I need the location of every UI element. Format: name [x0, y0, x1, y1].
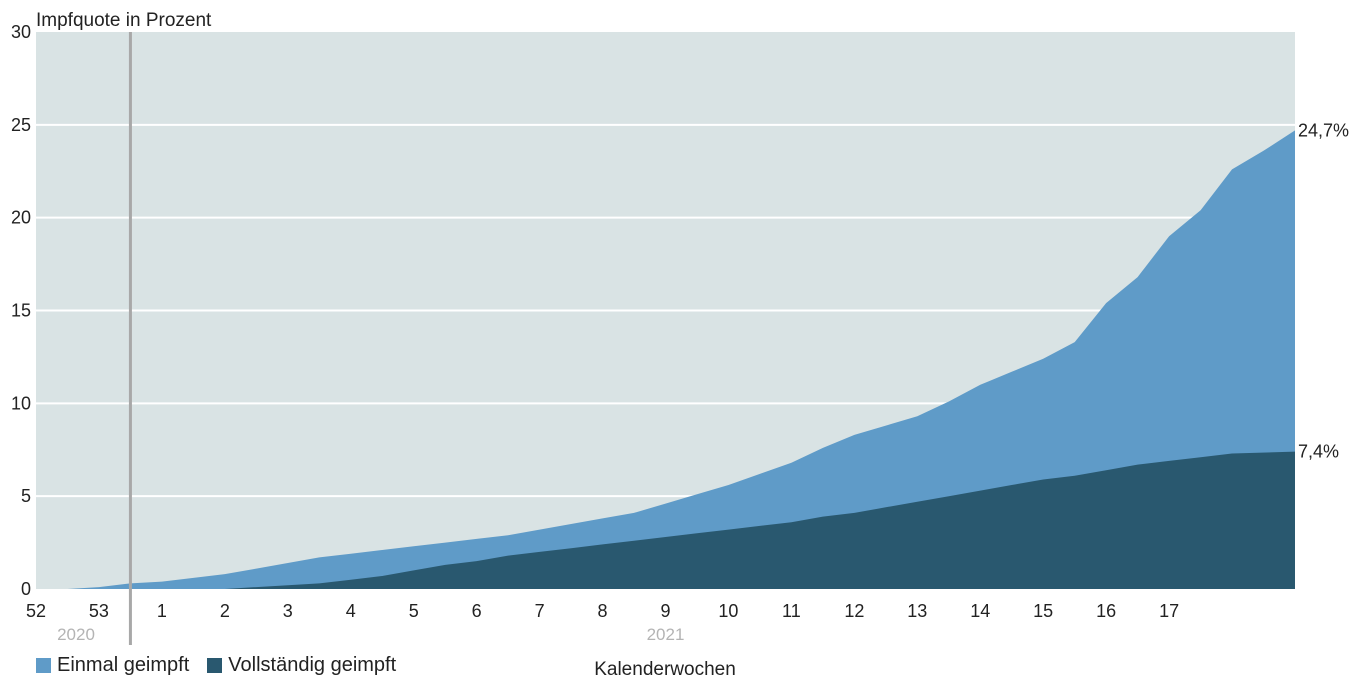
- year-labels: 2020 2021: [57, 625, 684, 644]
- y-axis-ticks: 0 5 10 15 20 25 30: [11, 22, 31, 599]
- area-vollst-ndig-geimpft: [36, 451, 1295, 589]
- series-areas: [36, 130, 1295, 589]
- x-tick-label: 15: [1033, 601, 1053, 621]
- legend-item-einmal: Einmal geimpft: [36, 654, 189, 677]
- x-tick-label: 17: [1159, 601, 1179, 621]
- x-tick-label: 4: [346, 601, 356, 621]
- end-value-label: 24,7%: [1298, 120, 1349, 140]
- x-axis-label: Kalenderwochen: [594, 659, 736, 677]
- y-tick-label: 15: [11, 301, 31, 321]
- x-tick-label: 7: [535, 601, 545, 621]
- x-tick-label: 5: [409, 601, 419, 621]
- series-end-labels: 24,7% 7,4%: [1298, 120, 1349, 461]
- year-label: 2021: [647, 625, 685, 644]
- x-tick-label: 13: [907, 601, 927, 621]
- y-tick-label: 30: [11, 22, 31, 42]
- x-tick-label: 2: [220, 601, 230, 621]
- x-tick-label: 10: [718, 601, 738, 621]
- y-tick-label: 25: [11, 115, 31, 135]
- x-tick-label: 52: [26, 601, 46, 621]
- legend: Einmal geimpft Vollständig geimpft: [36, 654, 396, 677]
- area-einmal-geimpft: [36, 130, 1295, 589]
- y-tick-label: 0: [21, 579, 31, 599]
- year-label: 2020: [57, 625, 95, 644]
- x-tick-label: 12: [844, 601, 864, 621]
- legend-swatch-vollstaendig: [207, 658, 223, 673]
- x-tick-label: 11: [782, 601, 801, 621]
- x-tick-label: 53: [89, 601, 109, 621]
- legend-swatch-einmal: [36, 658, 51, 673]
- y-tick-label: 5: [21, 486, 31, 506]
- x-axis-ticks: 52 53 1 2 3 4 5 6 7 8 9 10 11 12 13 14 15 16 17: [26, 601, 1179, 621]
- x-tick-label: 6: [472, 601, 482, 621]
- y-tick-label: 20: [11, 208, 31, 228]
- x-tick-label: 8: [598, 601, 608, 621]
- legend-label-vollstaendig: Vollständig geimpft: [228, 654, 397, 676]
- legend-label-einmal: Einmal geimpft: [57, 654, 190, 676]
- x-tick-label: 9: [660, 601, 670, 621]
- y-axis-label: Impfquote in Prozent: [36, 10, 212, 31]
- x-tick-label: 1: [157, 601, 167, 621]
- x-tick-label: 16: [1096, 601, 1116, 621]
- x-tick-label: 3: [283, 601, 293, 621]
- x-tick-label: 14: [970, 601, 990, 621]
- y-tick-label: 10: [11, 393, 31, 413]
- legend-item-vollstaendig: Vollständig geimpft: [207, 654, 396, 677]
- end-value-label: 7,4%: [1298, 442, 1339, 462]
